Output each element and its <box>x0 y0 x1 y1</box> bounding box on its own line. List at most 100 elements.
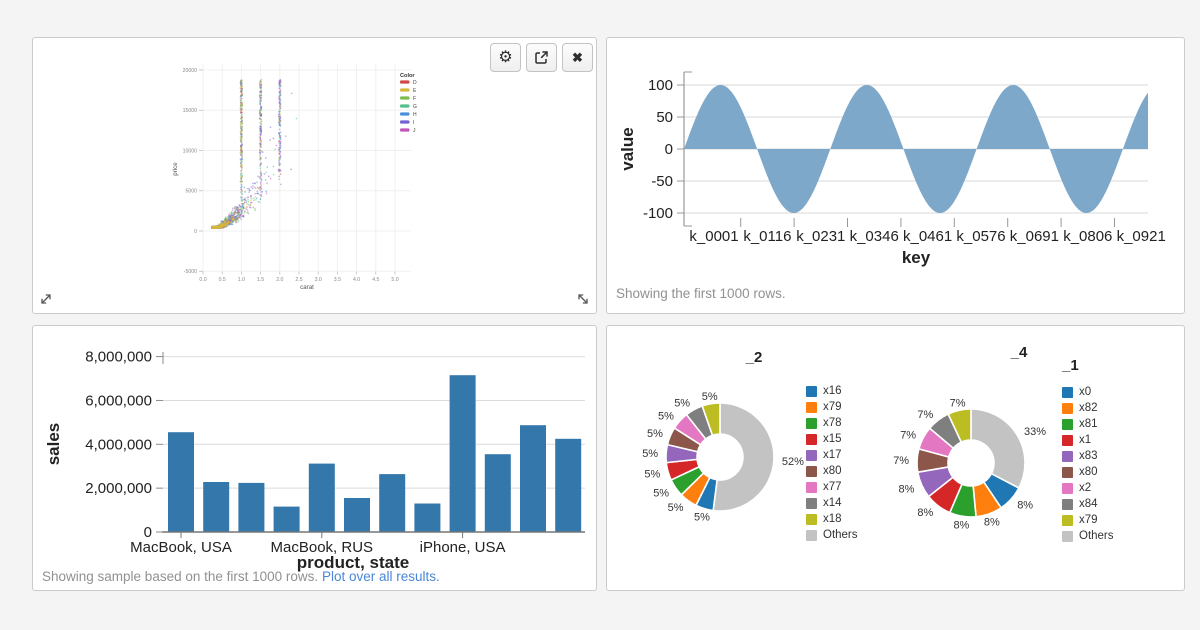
bar <box>273 506 300 532</box>
svg-text:0.0: 0.0 <box>199 277 206 283</box>
bar <box>484 454 511 532</box>
legend-swatch <box>1062 498 1073 510</box>
legend-item: Others <box>806 527 858 543</box>
svg-text:E: E <box>413 88 417 94</box>
legend-swatch <box>1062 450 1073 462</box>
legend-label: Others <box>823 529 858 541</box>
legend-swatch <box>806 465 817 477</box>
svg-text:8%: 8% <box>917 507 933 519</box>
svg-text:20000: 20000 <box>183 68 198 74</box>
svg-text:5%: 5% <box>658 411 674 423</box>
close-button[interactable]: ✖ <box>562 43 593 72</box>
legend-label: x17 <box>823 449 842 461</box>
rows-note: Showing the first 1000 rows. <box>616 286 786 301</box>
svg-text:1.0: 1.0 <box>238 277 245 283</box>
svg-text:H: H <box>413 112 417 118</box>
svg-text:8%: 8% <box>984 516 1000 528</box>
legend-swatch <box>806 513 817 525</box>
svg-text:10000: 10000 <box>183 148 198 154</box>
legend-label: x18 <box>823 513 842 525</box>
legend-item: x15 <box>806 431 858 447</box>
legend-label: x16 <box>823 385 842 397</box>
svg-text:5000: 5000 <box>185 189 197 195</box>
settings-button[interactable]: ⚙ <box>490 43 521 72</box>
resize-handle-sw[interactable] <box>39 292 53 306</box>
widget-scatter-chart: ⚙ ✖ 0.0 0.5 1.0 1.5 2.0 2.5 3.0 3.5 4.0 4.5 5.0 200… <box>32 37 597 314</box>
bar <box>238 482 265 532</box>
svg-text:4.0: 4.0 <box>353 277 360 283</box>
legend-item: x80 <box>1062 464 1114 480</box>
svg-text:value: value <box>618 127 637 170</box>
scatter-chart[interactable]: 0.0 0.5 1.0 1.5 2.0 2.5 3.0 3.5 4.0 4.5 5.0 20000 15… <box>33 38 596 313</box>
bar <box>203 482 230 532</box>
svg-text:k_0691: k_0691 <box>1010 228 1059 245</box>
legend-label: x77 <box>823 481 842 493</box>
sample-note-text: Showing sample based on the first 1000 r… <box>42 569 319 584</box>
legend-label: x79 <box>1079 514 1098 526</box>
svg-text:50: 50 <box>656 109 673 126</box>
svg-text:price: price <box>172 162 179 176</box>
svg-text:5.0: 5.0 <box>391 277 398 283</box>
svg-text:0: 0 <box>144 524 152 541</box>
donut-charts[interactable]: _2 _4 _1 52%5%5%5%5%5%5%5%5%5%33%8%8%8%8… <box>607 326 1184 590</box>
sales-bar-chart[interactable]: 0 2,000,000 4,000,000 6,000,000 8,000,000 Mac… <box>33 326 596 590</box>
legend-item: x0 <box>1062 384 1114 400</box>
bar <box>520 425 546 532</box>
legend-item: x79 <box>806 399 858 415</box>
legend-item: Others <box>1062 528 1114 544</box>
svg-text:Color: Color <box>400 73 415 79</box>
gear-icon: ⚙ <box>498 48 513 66</box>
legend-item: x81 <box>1062 416 1114 432</box>
bar <box>449 375 476 532</box>
svg-text:MacBook, USA: MacBook, USA <box>130 539 232 556</box>
svg-text:5%: 5% <box>644 469 660 481</box>
legend-item: x84 <box>1062 496 1114 512</box>
bar <box>555 438 582 532</box>
legend-swatch <box>1062 418 1073 430</box>
bar <box>414 503 441 532</box>
donut-slice <box>712 402 775 512</box>
svg-text:2,000,000: 2,000,000 <box>85 480 152 497</box>
legend-swatch <box>1062 386 1073 398</box>
legend-swatch <box>1062 402 1073 414</box>
legend-label: x80 <box>823 465 842 477</box>
svg-text:5%: 5% <box>642 448 658 460</box>
svg-text:k_0116: k_0116 <box>743 228 791 245</box>
legend-label: x80 <box>1079 466 1098 478</box>
svg-text:15000: 15000 <box>183 108 198 114</box>
svg-text:k_0461: k_0461 <box>903 228 952 245</box>
legend-item: x17 <box>806 447 858 463</box>
svg-text:0: 0 <box>194 229 197 235</box>
svg-text:3.5: 3.5 <box>334 277 341 283</box>
svg-text:J: J <box>413 128 416 134</box>
svg-text:0.5: 0.5 <box>219 277 226 283</box>
legend-item: x1 <box>1062 432 1114 448</box>
svg-text:k_0001: k_0001 <box>689 228 738 245</box>
svg-text:iPhone, USA: iPhone, USA <box>420 539 506 556</box>
legend-label: x82 <box>1079 402 1098 414</box>
donut-4-legend: x0 x82 x81 x1 x83 x80 x2 x84 x79 Others <box>1062 384 1114 544</box>
legend-label: x79 <box>823 401 842 413</box>
widget-sales-bar-chart: 0 2,000,000 4,000,000 6,000,000 8,000,000 Mac… <box>32 325 597 591</box>
bar <box>344 498 370 532</box>
svg-text:product, state: product, state <box>297 553 409 572</box>
svg-text:3.0: 3.0 <box>315 277 322 283</box>
legend-label: Others <box>1079 530 1114 542</box>
donut-slice <box>701 402 721 437</box>
resize-handle-se[interactable] <box>576 292 590 306</box>
svg-text:k_0806: k_0806 <box>1063 228 1112 245</box>
legend-label: x78 <box>823 417 842 429</box>
legend-item: x2 <box>1062 480 1114 496</box>
svg-text:k_0921: k_0921 <box>1117 228 1166 245</box>
open-in-new-window-button[interactable] <box>526 43 557 72</box>
plot-all-results-link[interactable]: Plot over all results. <box>321 569 440 584</box>
legend-swatch <box>806 433 817 445</box>
widget-toolbar: ⚙ ✖ <box>490 43 593 72</box>
bar <box>308 463 335 532</box>
legend-swatch <box>806 481 817 493</box>
svg-text:I: I <box>413 120 414 126</box>
donut-4-legend-title: _1 <box>1061 357 1079 374</box>
svg-text:7%: 7% <box>950 398 966 410</box>
legend-label: x0 <box>1079 386 1092 398</box>
